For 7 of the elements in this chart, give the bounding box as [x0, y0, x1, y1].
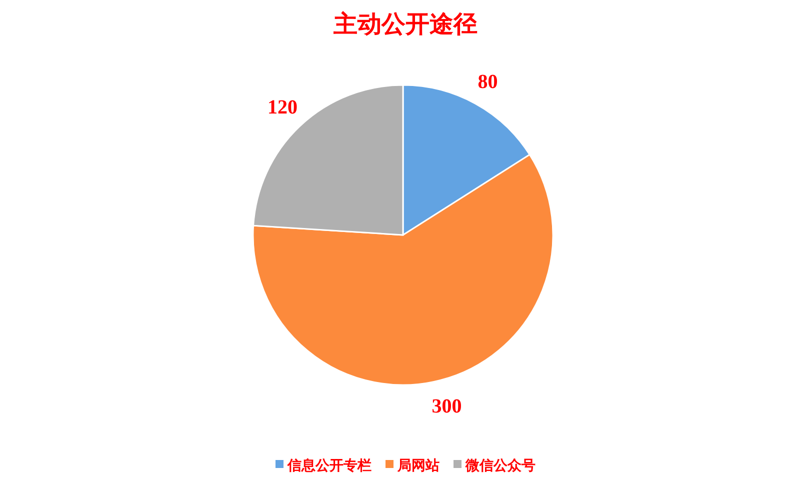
- data-label: 300: [432, 395, 462, 418]
- legend-label: 信息公开专栏: [286, 457, 372, 474]
- legend-label: 局网站: [396, 458, 440, 474]
- chart-title: 主动公开途径: [332, 10, 478, 38]
- data-label: 120: [268, 96, 298, 119]
- data-label: 80: [478, 70, 498, 93]
- legend-label: 微信公众号: [464, 458, 536, 474]
